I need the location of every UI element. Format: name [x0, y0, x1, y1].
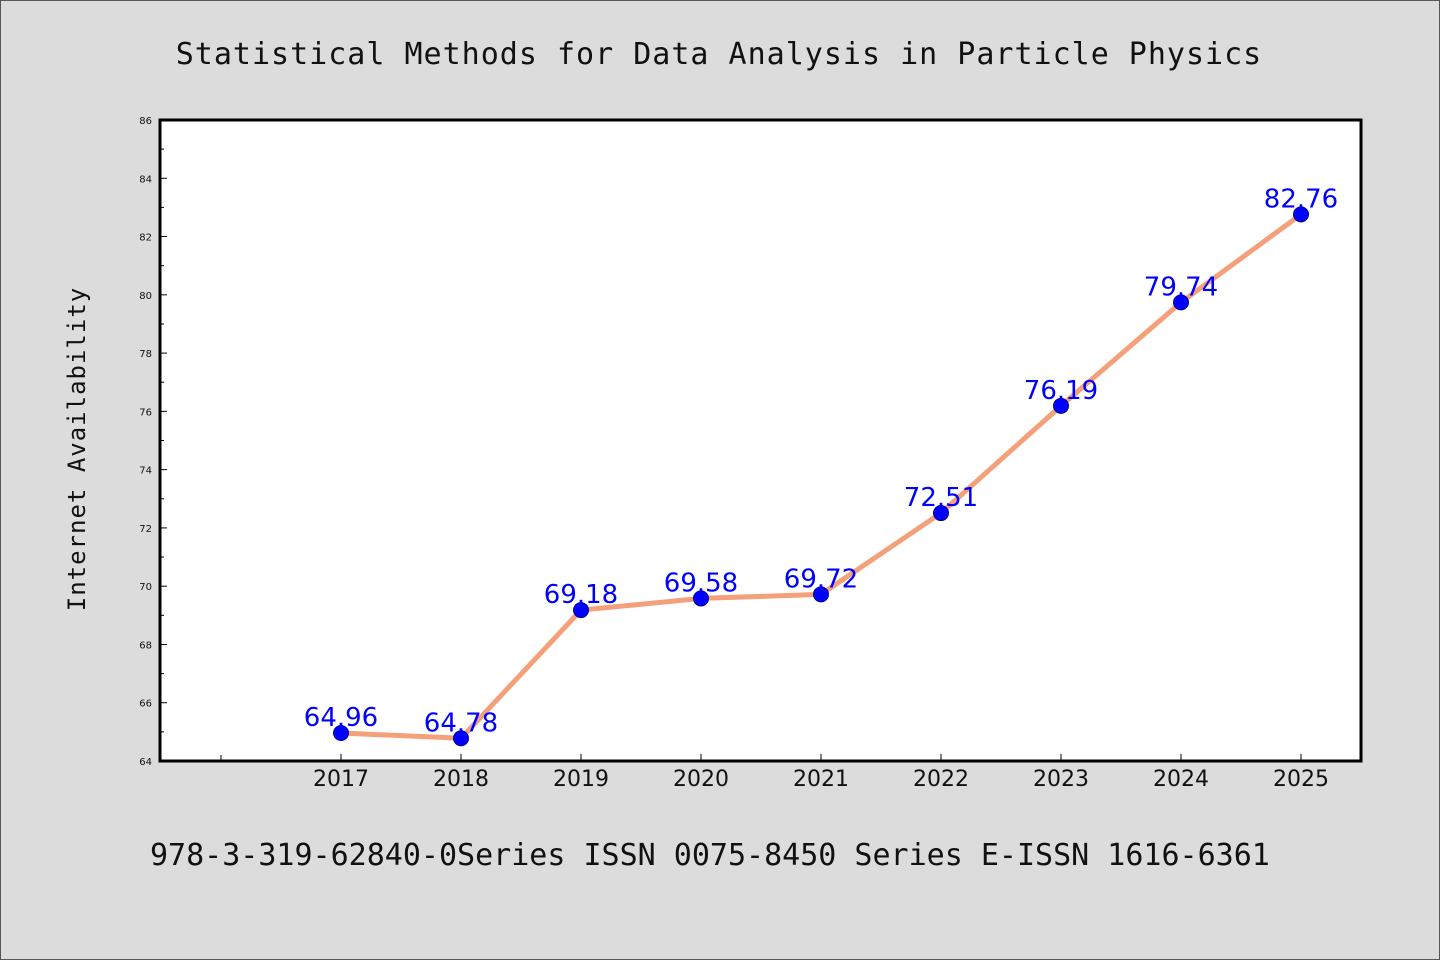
- x-tick-label: 2024: [1153, 767, 1209, 792]
- x-tick-label: 2021: [793, 767, 849, 792]
- data-value-label: 72.51: [904, 483, 978, 513]
- y-tick-label: 64: [139, 757, 152, 768]
- data-value-label: 69.58: [664, 568, 738, 598]
- y-tick-label: 70: [139, 582, 152, 593]
- data-value-label: 79.74: [1144, 272, 1218, 302]
- footer-isbn-text: 978-3-319-62840-0Series ISSN 0075-8450 S…: [150, 838, 1270, 873]
- x-axis-ticks: 2017 2018 2019 2020 2021 2022 2023 2024 2025: [220, 754, 1329, 792]
- data-point-marker: [453, 730, 469, 747]
- x-tick-label: 2025: [1273, 767, 1329, 792]
- data-value-label: 69.18: [544, 580, 618, 610]
- x-tick-label: 2020: [673, 767, 729, 792]
- x-tick-label: 2022: [913, 767, 969, 792]
- data-point-marker: [933, 505, 949, 522]
- y-tick-label: 68: [139, 640, 152, 651]
- data-value-label: 69.72: [784, 564, 858, 594]
- data-point-marker: [693, 590, 709, 607]
- data-series: 64.96 64.78 69.18 69.58 69.72 72.51 76.19 79.74…: [304, 184, 1338, 747]
- x-tick-label: 2023: [1033, 767, 1089, 792]
- x-tick-label: 2019: [553, 767, 609, 792]
- data-value-label: 64.78: [424, 708, 498, 738]
- y-tick-label: 82: [139, 233, 152, 244]
- y-axis-ticks: 64 66 68 70 72 74 76 78 80 82 84 86: [139, 116, 167, 768]
- y-tick-label: 76: [139, 407, 152, 418]
- y-tick-label: 66: [139, 699, 152, 710]
- plot-area: [158, 118, 1363, 763]
- data-point-marker: [1053, 397, 1069, 414]
- y-tick-label: 84: [139, 174, 152, 185]
- data-point-marker: [333, 725, 349, 742]
- chart-title: Statistical Methods for Data Analysis in…: [176, 37, 1263, 72]
- x-tick-label: 2018: [433, 767, 489, 792]
- y-tick-label: 72: [139, 524, 152, 535]
- data-point-marker: [1293, 206, 1309, 223]
- y-tick-label: 86: [139, 116, 152, 127]
- data-value-label: 64.96: [304, 703, 378, 733]
- data-value-label: 76.19: [1024, 376, 1098, 406]
- data-point-marker: [573, 602, 589, 619]
- data-value-label: 82.76: [1264, 184, 1338, 214]
- y-tick-label: 78: [139, 349, 152, 360]
- y-tick-label: 80: [139, 291, 152, 302]
- x-tick-label: 2017: [313, 767, 369, 792]
- y-tick-label: 74: [139, 466, 152, 477]
- y-axis-label: Internet Availability: [63, 287, 91, 611]
- data-point-marker: [1173, 294, 1189, 311]
- data-point-marker: [813, 586, 829, 603]
